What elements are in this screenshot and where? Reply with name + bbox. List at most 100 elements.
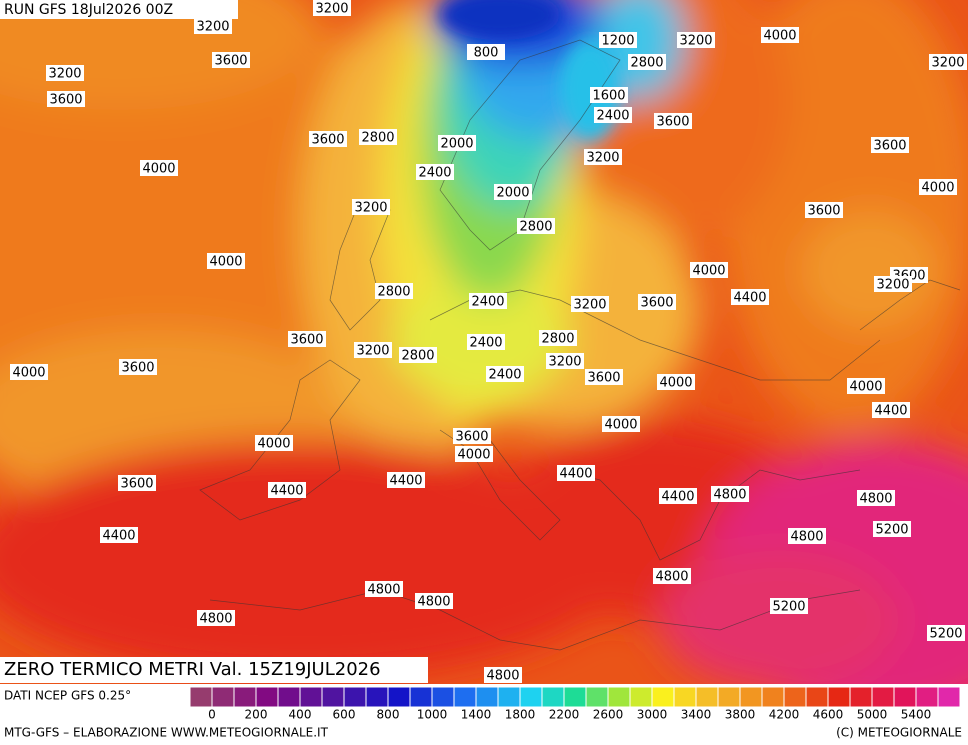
colorbar-swatch xyxy=(519,686,543,708)
run-label: RUN GFS 18Jul2026 00Z xyxy=(4,2,173,18)
colorbar-swatch xyxy=(255,686,279,708)
contour-label: 4400 xyxy=(559,467,592,482)
contour-label-box xyxy=(546,353,584,369)
colorbar-swatch xyxy=(629,686,653,708)
colorbar-swatch xyxy=(563,686,587,708)
colorbar-swatch xyxy=(673,686,697,708)
contour-label: 3600 xyxy=(640,296,673,311)
contour-label: 4000 xyxy=(604,418,637,433)
colorbar-swatch xyxy=(277,686,301,708)
contour-label: 3600 xyxy=(214,54,247,69)
contour-label-box xyxy=(194,18,232,34)
contour-label: 3600 xyxy=(873,139,906,154)
contour-label-box xyxy=(46,65,84,81)
contour-label: 3200 xyxy=(315,2,348,17)
contour-label-box xyxy=(711,486,749,502)
colorbar-swatch xyxy=(409,686,433,708)
contour-label-box xyxy=(486,366,524,382)
contour-label-box xyxy=(453,428,491,444)
contour-label: 4000 xyxy=(12,366,45,381)
contour-label-box xyxy=(10,364,48,380)
contour-label: 3200 xyxy=(48,67,81,82)
contour-label-box xyxy=(638,294,676,310)
contour-label-box xyxy=(469,293,507,309)
contour-label: 3200 xyxy=(356,344,389,359)
contour-label: 4400 xyxy=(389,474,422,489)
contour-label-box xyxy=(628,54,666,70)
contour-label-box xyxy=(788,528,826,544)
colorbar-swatch xyxy=(585,686,609,708)
map-title: ZERO TERMICO METRI Val. 15Z19JUL2026 xyxy=(4,659,381,680)
contour-label: 4400 xyxy=(661,490,694,505)
colorbar-swatch xyxy=(453,686,477,708)
colorbar-swatch xyxy=(321,686,345,708)
colorbar-tick-label: 4600 xyxy=(813,708,844,722)
contour-label: 4000 xyxy=(763,29,796,44)
contour-label-box xyxy=(494,184,532,200)
contour-label: 4000 xyxy=(692,264,725,279)
contour-label-box xyxy=(599,32,637,48)
contour-label-box xyxy=(539,330,577,346)
colorbar-tick-label: 2600 xyxy=(593,708,624,722)
contour-label: 4800 xyxy=(367,583,400,598)
copyright: (C) METEOGIORNALE xyxy=(836,726,962,740)
contour-label-box xyxy=(927,625,965,641)
contour-label: 1600 xyxy=(592,89,625,104)
contour-label-box xyxy=(654,113,692,129)
contour-label: 5200 xyxy=(875,523,908,538)
contour-label: 4000 xyxy=(921,181,954,196)
run-box xyxy=(0,0,238,19)
contour-label: 2400 xyxy=(471,295,504,310)
contour-label: 4400 xyxy=(102,529,135,544)
contour-label-box xyxy=(770,598,808,614)
contour-label-box xyxy=(467,334,505,350)
colorbar-swatch xyxy=(343,686,367,708)
contour-label-box xyxy=(359,129,397,145)
contour-label: 4800 xyxy=(713,488,746,503)
contour-label: 4800 xyxy=(859,492,892,507)
contour-label-box xyxy=(872,402,910,418)
contour-label: 4000 xyxy=(659,376,692,391)
colorbar-swatch xyxy=(761,686,785,708)
colorbar-tick-label: 5000 xyxy=(857,708,888,722)
colorbar-swatch xyxy=(541,686,565,708)
colorbar-tick-label: 3800 xyxy=(725,708,756,722)
colorbar-swatch xyxy=(717,686,741,708)
contour-label: 4400 xyxy=(733,291,766,306)
colorbar-swatch xyxy=(871,686,895,708)
contour-label-box xyxy=(354,342,392,358)
contour-label: 3600 xyxy=(656,115,689,130)
contour-label: 3600 xyxy=(587,371,620,386)
colorbar-swatch xyxy=(651,686,675,708)
contour-label: 3200 xyxy=(354,201,387,216)
map-field xyxy=(0,0,968,684)
contour-label: 4800 xyxy=(417,595,450,610)
colorbar-tick-label: 0 xyxy=(208,708,216,722)
contour-label: 2800 xyxy=(361,131,394,146)
contour-label-box xyxy=(387,472,425,488)
contour-label: 3200 xyxy=(196,20,229,35)
contour-label-box xyxy=(873,521,911,537)
colorbar-swatch xyxy=(365,686,389,708)
contour-label: 2800 xyxy=(541,332,574,347)
colorbar-tick-label: 3400 xyxy=(681,708,712,722)
colorbar-tick-label: 600 xyxy=(333,708,356,722)
colorbar-swatch xyxy=(475,686,499,708)
contour-label-box xyxy=(455,446,493,462)
contour-label-box xyxy=(365,581,403,597)
colorbar-tick-label: 5400 xyxy=(901,708,932,722)
contour-label: 3600 xyxy=(807,204,840,219)
contour-label-box xyxy=(416,164,454,180)
contour-label-box xyxy=(484,667,522,683)
contour-label: 3600 xyxy=(120,477,153,492)
colorbar-tick-label: 400 xyxy=(289,708,312,722)
colorbar-swatch xyxy=(937,686,961,708)
contour-label: 2000 xyxy=(496,186,529,201)
contour-label-box xyxy=(288,331,326,347)
contour-label-box xyxy=(557,465,595,481)
contour-label: 5200 xyxy=(772,600,805,615)
contour-label-box xyxy=(657,374,695,390)
contour-label: 5200 xyxy=(929,627,962,642)
contour-labels: 3200 3200 800 1200 3200 4000 3600 3200 2800 3200 3… xyxy=(10,0,967,684)
